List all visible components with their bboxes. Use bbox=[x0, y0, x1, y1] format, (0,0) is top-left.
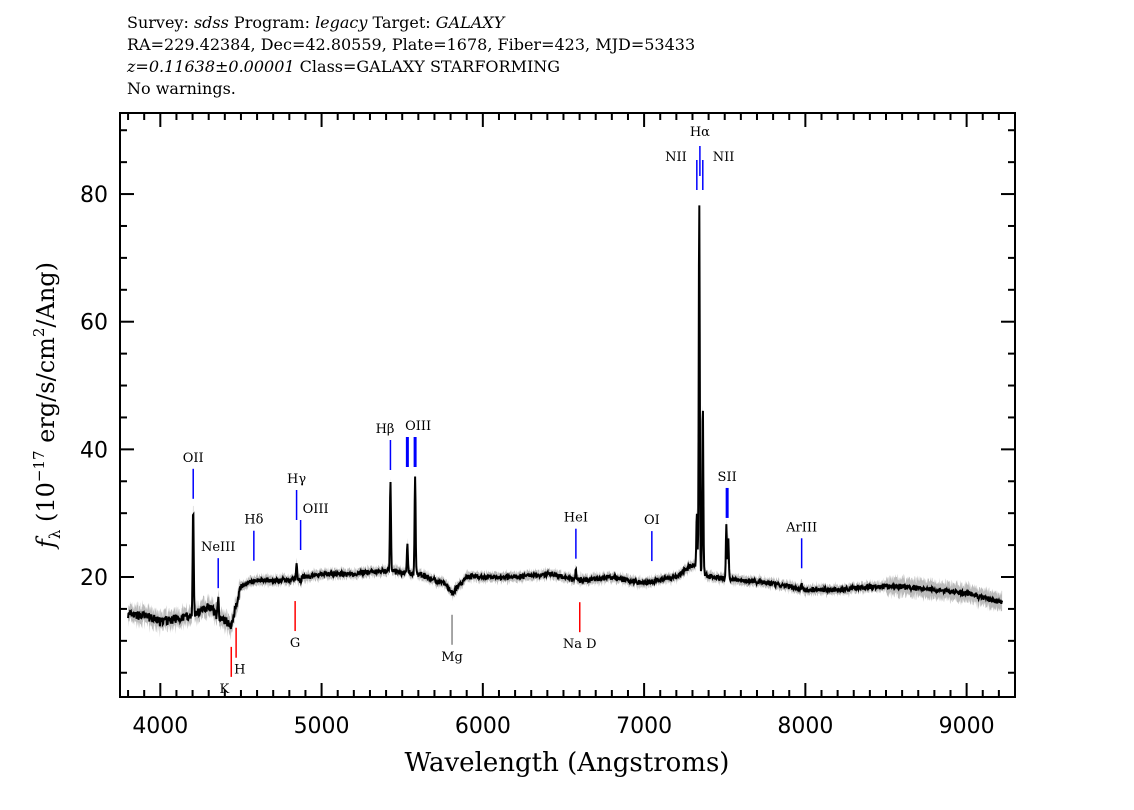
line-label-oiii: OIII bbox=[303, 502, 329, 517]
line-label-nii: NII bbox=[665, 150, 687, 165]
header-line-coords: RA=229.42384, Dec=42.80559, Plate=1678, … bbox=[127, 35, 696, 54]
target-label: Target: bbox=[372, 13, 431, 32]
header-line-warnings: No warnings. bbox=[127, 79, 236, 98]
spectrum-header: Survey: sdss Program: legacy Target: GAL… bbox=[127, 12, 695, 100]
line-label-h: H bbox=[234, 663, 245, 678]
line-label-g: G bbox=[290, 636, 300, 651]
x-tick-label: 5000 bbox=[294, 714, 350, 739]
line-label-hα: Hα bbox=[690, 125, 710, 140]
y-axis-superscript: −17 bbox=[30, 450, 48, 482]
line-label-hδ: Hδ bbox=[244, 513, 263, 528]
x-tick-label: 8000 bbox=[777, 714, 833, 739]
line-label-nii: NII bbox=[713, 150, 735, 165]
y-axis-units-text: /Ang) bbox=[32, 262, 60, 328]
y-tick-label: 80 bbox=[80, 183, 108, 208]
program-value: legacy bbox=[315, 13, 368, 32]
spectrum-line bbox=[127, 205, 1004, 630]
line-label-oii: OII bbox=[183, 451, 204, 466]
class-value: Class=GALAXY STARFORMING bbox=[299, 57, 561, 76]
line-label-oiii: OIII bbox=[405, 419, 431, 434]
header-line-survey: Survey: sdss Program: legacy Target: GAL… bbox=[127, 12, 695, 34]
y-tick-label: 20 bbox=[80, 566, 108, 591]
line-label-neiii: NeIII bbox=[201, 540, 235, 555]
line-label-hβ: Hβ bbox=[376, 422, 395, 437]
y-axis-units: (10−17 erg/s/cm2/Ang) bbox=[30, 262, 60, 530]
line-label-hγ: Hγ bbox=[287, 472, 306, 487]
header-line-redshift: z=0.11638±0.00001 Class=GALAXY STARFORMI… bbox=[127, 56, 695, 78]
line-label-mg: Mg bbox=[441, 650, 463, 665]
line-label-k: K bbox=[220, 682, 230, 697]
y-axis-units-text: (10 bbox=[32, 482, 60, 530]
y-axis-symbol-subscript: λ bbox=[46, 529, 64, 539]
line-label-ariii: ArIII bbox=[785, 520, 817, 535]
survey-label: Survey: bbox=[127, 13, 189, 32]
line-label-hei: HeI bbox=[564, 511, 588, 526]
plot-frame bbox=[119, 112, 1016, 698]
x-tick-label: 7000 bbox=[616, 714, 672, 739]
y-axis-symbol: fλ bbox=[32, 529, 64, 550]
y-axis-units-text: erg/s/cm bbox=[32, 337, 60, 451]
survey-value: sdss bbox=[193, 13, 229, 32]
x-tick-label: 4000 bbox=[132, 714, 188, 739]
x-tick-label: 9000 bbox=[939, 714, 995, 739]
program-label: Program: bbox=[233, 13, 310, 32]
line-label-nad: Na D bbox=[563, 637, 597, 652]
x-axis-label: Wavelength (Angstroms) bbox=[405, 748, 730, 778]
x-tick-label: 6000 bbox=[455, 714, 511, 739]
line-label-oi: OI bbox=[644, 513, 660, 528]
y-axis-superscript: 2 bbox=[30, 328, 48, 338]
target-value: GALAXY bbox=[435, 13, 505, 32]
y-axis-label: fλ (10−17 erg/s/cm2/Ang) bbox=[30, 262, 64, 550]
redshift-value: z=0.11638±0.00001 bbox=[127, 57, 295, 76]
y-tick-label: 40 bbox=[80, 438, 108, 463]
line-label-sii: SII bbox=[718, 470, 737, 485]
y-tick-label: 60 bbox=[80, 311, 108, 336]
